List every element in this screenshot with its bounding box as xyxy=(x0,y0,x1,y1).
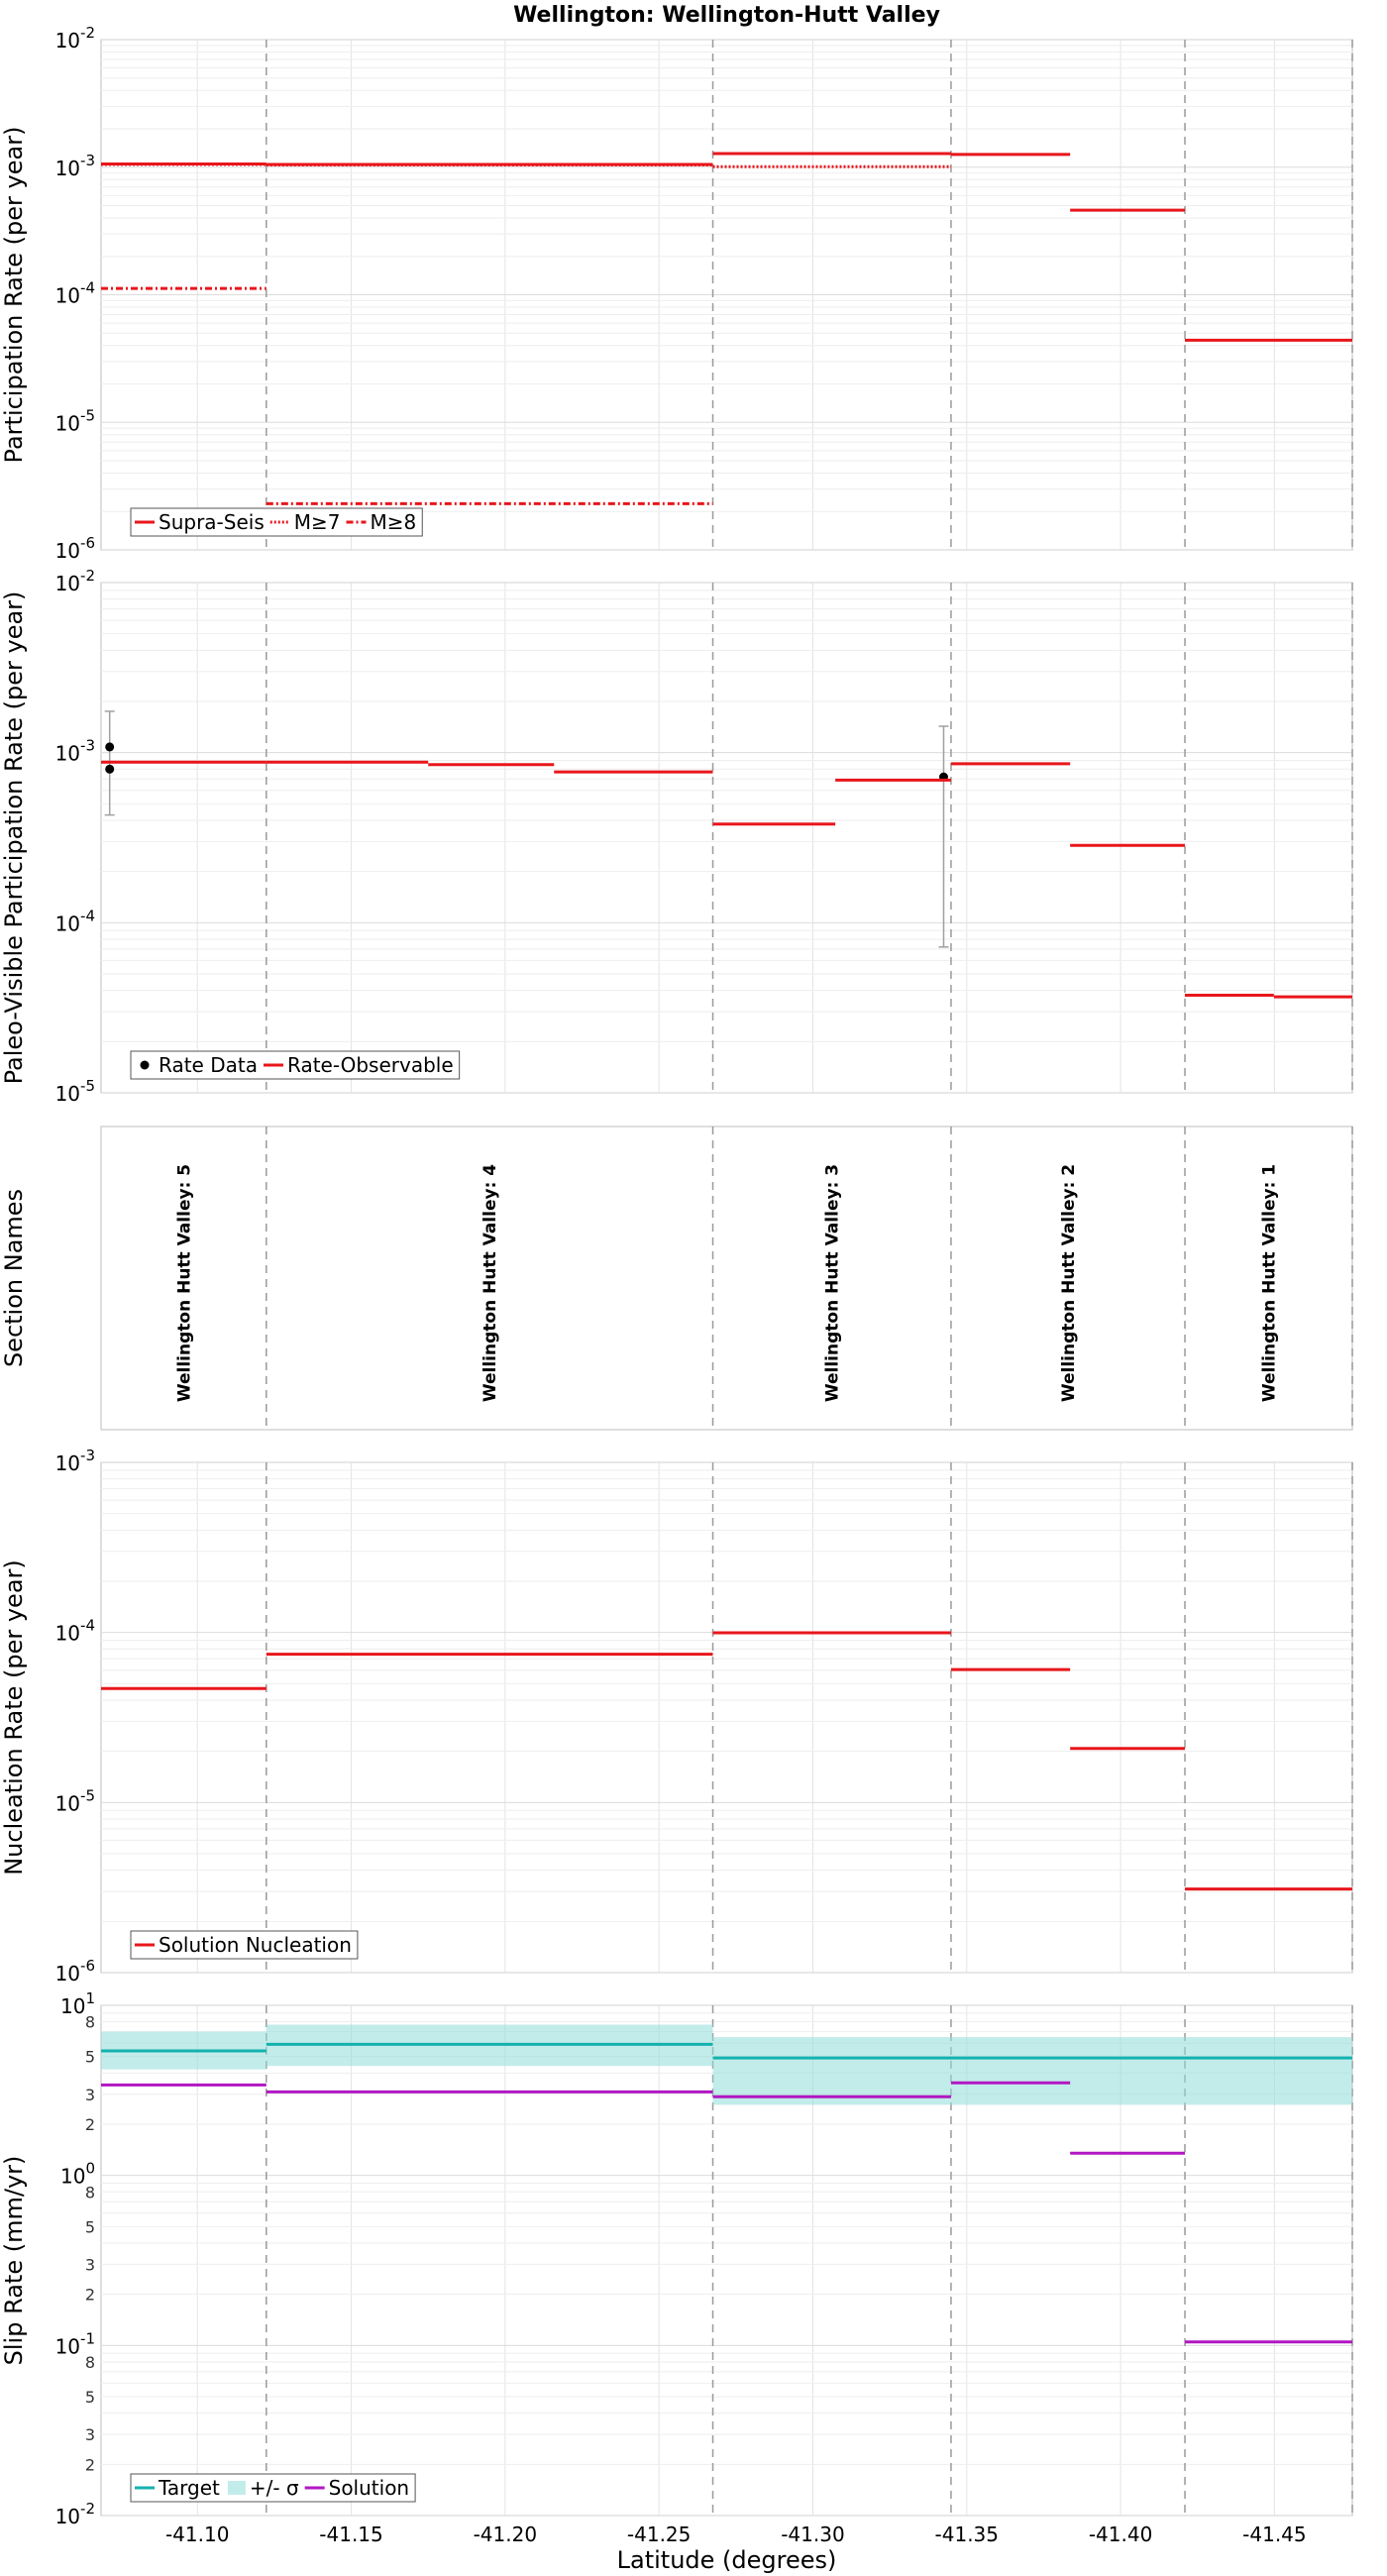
y-minor-tick-label: 2 xyxy=(85,2286,95,2305)
x-tick-label: -41.25 xyxy=(627,2522,691,2546)
y-tick-label: 10-5 xyxy=(55,1077,95,1106)
section-name: Wellington Hutt Valley: 1 xyxy=(1260,1164,1280,1402)
legend: Solution Nucleation xyxy=(130,1930,359,1960)
y-tick-label: 10-3 xyxy=(55,152,95,180)
panel-4: 10-6 10-5 10-4 10-3 Nucleation Rate (per yea… xyxy=(0,1447,1353,1986)
y-tick-label: 10-2 xyxy=(55,567,95,595)
plot-area xyxy=(100,1461,1353,1974)
y-tick-label: 10-5 xyxy=(55,406,95,435)
legend-marker xyxy=(140,1060,150,1070)
plot-area xyxy=(100,1126,1353,1431)
legend-swatch xyxy=(227,2481,246,2495)
panel-3: Section Names Wellington Hutt Valley: 5 We… xyxy=(0,1126,1353,1431)
y-minor-tick-label: 3 xyxy=(85,2425,95,2444)
legend-label: M≥8 xyxy=(371,510,417,534)
x-axis-label: Latitude (degrees) xyxy=(617,2546,837,2574)
legend-box xyxy=(130,507,423,537)
y-minor-tick-label: 2 xyxy=(85,2115,95,2134)
y-tick-label: 10-3 xyxy=(55,1447,95,1475)
panels: 10-6 10-5 10-4 10-3 10-2 Participation Rate (… xyxy=(0,24,1353,2546)
legend-label: Supra-Seis xyxy=(159,510,265,534)
y-minor-tick-label: 8 xyxy=(85,2013,95,2032)
legend-box xyxy=(130,1930,359,1960)
chart-title: Wellington: Wellington-Hutt Valley xyxy=(513,3,940,28)
x-tick-label: -41.20 xyxy=(474,2522,537,2546)
panel-1: 10-6 10-5 10-4 10-3 10-2 Participation Rate (… xyxy=(0,24,1353,563)
x-tick-label: -41.40 xyxy=(1089,2522,1152,2546)
rate-data-point xyxy=(105,742,115,752)
y-tick-label: 10-3 xyxy=(55,737,95,766)
y-axis-label: Nucleation Rate (per year) xyxy=(0,1559,28,1876)
section-name: Wellington Hutt Valley: 2 xyxy=(1059,1164,1079,1402)
section-name: Wellington Hutt Valley: 5 xyxy=(174,1164,194,1402)
legend-label: +/- σ xyxy=(250,2476,299,2500)
section-name: Wellington Hutt Valley: 3 xyxy=(823,1164,843,1402)
y-minor-tick-label: 5 xyxy=(85,2217,95,2236)
y-tick-label: 10-4 xyxy=(55,907,95,935)
legend-box xyxy=(130,1050,461,1080)
y-axis-label: Paleo-Visible Participation Rate (per ye… xyxy=(0,591,28,1085)
y-tick-label: 10-6 xyxy=(55,1957,95,1986)
y-minor-tick-label: 3 xyxy=(85,2086,95,2104)
y-minor-tick-label: 3 xyxy=(85,2255,95,2274)
legend-label: Solution xyxy=(329,2476,409,2500)
x-tick-label: -41.15 xyxy=(319,2522,382,2546)
y-tick-label: 10-1 xyxy=(55,2329,95,2358)
y-minor-tick-label: 5 xyxy=(85,2388,95,2407)
y-minor-tick-label: 2 xyxy=(85,2455,95,2474)
y-tick-label: 101 xyxy=(60,1989,95,2018)
legend-label: Solution Nucleation xyxy=(159,1933,352,1957)
rate-data-point xyxy=(105,764,115,774)
section-name: Wellington Hutt Valley: 4 xyxy=(480,1164,500,1402)
legend: Supra-Seis M≥7 M≥8 xyxy=(130,507,423,537)
legend-label: Rate-Observable xyxy=(287,1053,454,1077)
y-axis-label: Participation Rate (per year) xyxy=(0,127,28,464)
y-tick-label: 10-4 xyxy=(55,1617,95,1646)
legend-label: M≥7 xyxy=(294,510,341,534)
y-axis-label: Section Names xyxy=(0,1189,28,1367)
plot-area xyxy=(100,582,1353,1094)
y-tick-label: 10-2 xyxy=(55,2500,95,2528)
legend: Rate Data Rate-Observable xyxy=(130,1050,461,1080)
sigma-band xyxy=(712,2037,1352,2105)
y-tick-label: 10-5 xyxy=(55,1786,95,1815)
legend-label: Rate Data xyxy=(159,1053,258,1077)
x-tick-label: -41.45 xyxy=(1242,2522,1306,2546)
legend: Target +/- σ Solution xyxy=(130,2473,416,2503)
legend-label: Target xyxy=(158,2476,220,2500)
y-tick-label: 10-2 xyxy=(55,24,95,53)
x-tick-label: -41.30 xyxy=(781,2522,844,2546)
y-minor-tick-label: 8 xyxy=(85,2183,95,2201)
y-minor-tick-label: 8 xyxy=(85,2353,95,2372)
x-tick-label: -41.35 xyxy=(935,2522,999,2546)
y-tick-label: 10-6 xyxy=(55,534,95,563)
y-axis-label: Slip Rate (mm/yr) xyxy=(0,2156,28,2366)
panel-2: 10-5 10-4 10-3 10-2 Paleo-Visible Participat… xyxy=(0,567,1353,1106)
y-tick-label: 10-4 xyxy=(55,279,95,308)
legend-box xyxy=(130,2473,416,2503)
x-tick-label: -41.10 xyxy=(165,2522,229,2546)
y-tick-label: 100 xyxy=(60,2160,95,2189)
y-minor-tick-label: 5 xyxy=(85,2048,95,2067)
